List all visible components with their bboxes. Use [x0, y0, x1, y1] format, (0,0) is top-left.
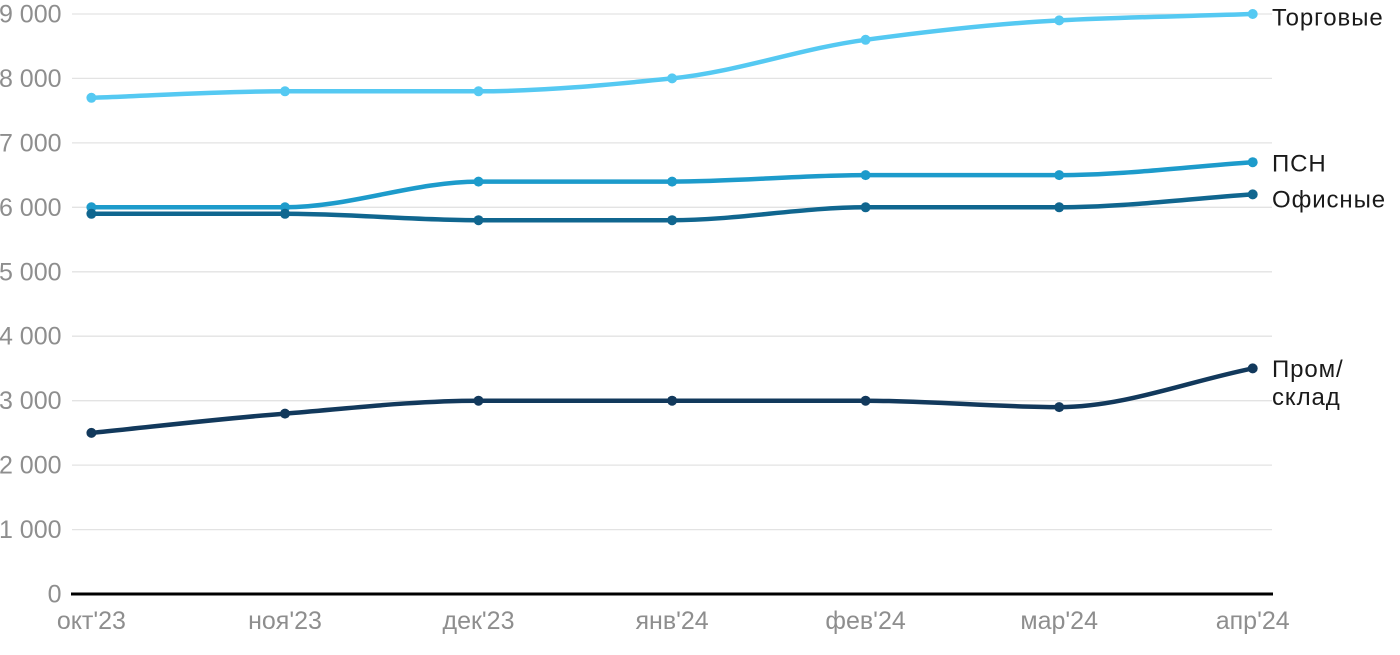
- svg-text:апр'24: апр'24: [1216, 607, 1290, 635]
- svg-text:окт'23: окт'23: [57, 607, 126, 635]
- svg-text:1 000: 1 000: [0, 516, 62, 544]
- svg-text:ноя'23: ноя'23: [248, 607, 322, 635]
- svg-text:6 000: 6 000: [0, 194, 62, 222]
- svg-text:склад: склад: [1272, 384, 1341, 411]
- svg-text:8 000: 8 000: [0, 65, 62, 93]
- svg-text:5 000: 5 000: [0, 258, 62, 286]
- svg-text:мар'24: мар'24: [1020, 607, 1098, 635]
- svg-text:9 000: 9 000: [0, 1, 62, 29]
- svg-text:Пром/: Пром/: [1272, 356, 1344, 383]
- svg-text:фев'24: фев'24: [825, 607, 905, 635]
- svg-text:2 000: 2 000: [0, 452, 62, 480]
- svg-text:4 000: 4 000: [0, 323, 62, 351]
- svg-text:янв'24: янв'24: [635, 607, 708, 635]
- svg-text:7 000: 7 000: [0, 129, 62, 157]
- svg-text:0: 0: [48, 581, 62, 609]
- svg-text:Офисные: Офисные: [1272, 187, 1386, 214]
- svg-text:дек'23: дек'23: [442, 607, 514, 635]
- svg-text:ПСН: ПСН: [1272, 150, 1327, 177]
- svg-text:3 000: 3 000: [0, 387, 62, 415]
- svg-text:Торговые: Торговые: [1272, 5, 1384, 32]
